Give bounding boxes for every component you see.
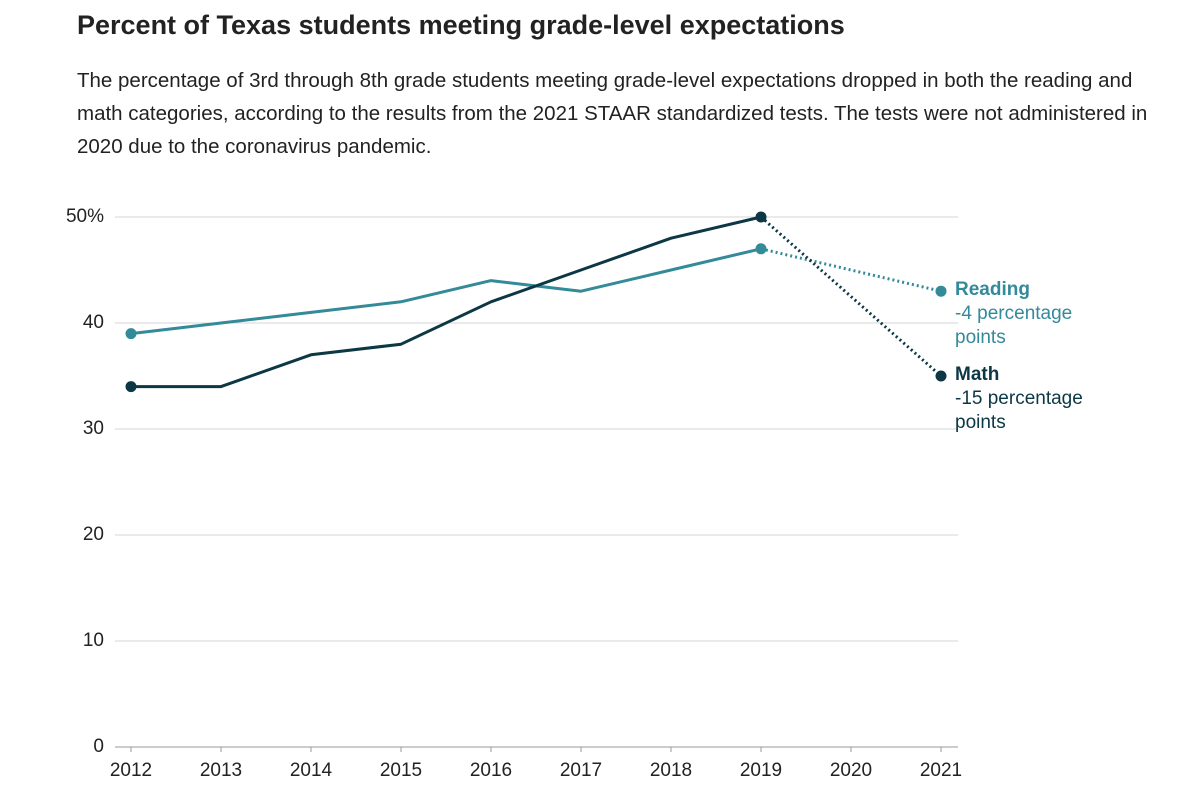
series-name: Math <box>955 364 1000 385</box>
y-tick-label: 30 <box>83 418 104 439</box>
x-tick-label: 2021 <box>920 760 962 781</box>
chart-subtitle: The percentage of 3rd through 8th grade … <box>77 69 1148 158</box>
x-tick-label: 2012 <box>110 760 152 781</box>
series-annotation: Reading -4 percentage points <box>955 278 1105 350</box>
series-note: -15 percentage points <box>955 388 1083 433</box>
series-line <box>131 249 941 334</box>
series-name: Reading <box>955 279 1030 301</box>
point <box>755 211 767 223</box>
chart-title: Percent of Texas students meeting grade-… <box>77 10 845 40</box>
x-tick-label: 2013 <box>200 760 242 781</box>
series-line <box>131 217 941 387</box>
x-tick-label: 2014 <box>290 760 333 781</box>
point <box>755 243 767 255</box>
x-tick-label: 2017 <box>560 760 602 781</box>
y-tick-label: 40 <box>83 312 104 333</box>
y-tick-label: 0 <box>93 736 104 757</box>
point <box>935 370 947 382</box>
x-tick-label: 2016 <box>470 760 512 781</box>
point <box>125 381 137 393</box>
x-tick-label: 2019 <box>740 760 782 781</box>
x-tick-label: 2018 <box>650 760 692 781</box>
gap-connector <box>760 247 942 293</box>
point <box>125 328 137 340</box>
y-tick-label: 10 <box>83 630 104 651</box>
point <box>935 285 947 297</box>
gap-connector <box>760 215 942 378</box>
series-annotation: Math -15 percentage points <box>955 363 1105 435</box>
series-note: -4 percentage points <box>955 303 1073 349</box>
y-tick-label: 50% <box>66 206 104 227</box>
y-tick-label: 20 <box>83 524 104 545</box>
x-tick-label: 2020 <box>830 760 872 781</box>
x-tick-label: 2015 <box>380 760 422 781</box>
